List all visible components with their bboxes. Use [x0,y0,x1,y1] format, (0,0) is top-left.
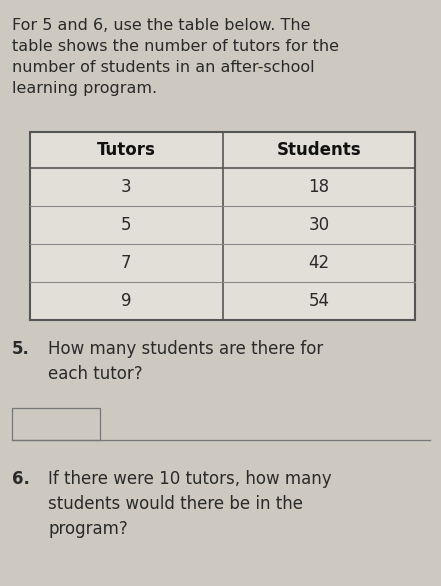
Bar [30,132,415,320]
Text: 42: 42 [308,254,329,272]
Text: 30: 30 [308,216,329,234]
Text: For 5 and 6, use the table below. The
table shows the number of tutors for the
n: For 5 and 6, use the table below. The ta… [12,18,339,96]
Text: 5.: 5. [12,340,30,358]
Text: 6.: 6. [12,470,30,488]
Bar [12,408,100,440]
Text: How many students are there for
each tutor?: How many students are there for each tut… [48,340,323,383]
Text: Students: Students [277,141,361,159]
Text: Tutors: Tutors [97,141,156,159]
Text: 5: 5 [121,216,131,234]
Text: 54: 54 [308,292,329,310]
Text: 7: 7 [121,254,131,272]
Text: 9: 9 [121,292,131,310]
Text: 18: 18 [308,178,329,196]
Text: If there were 10 tutors, how many
students would there be in the
program?: If there were 10 tutors, how many studen… [48,470,332,538]
Text: 3: 3 [121,178,131,196]
